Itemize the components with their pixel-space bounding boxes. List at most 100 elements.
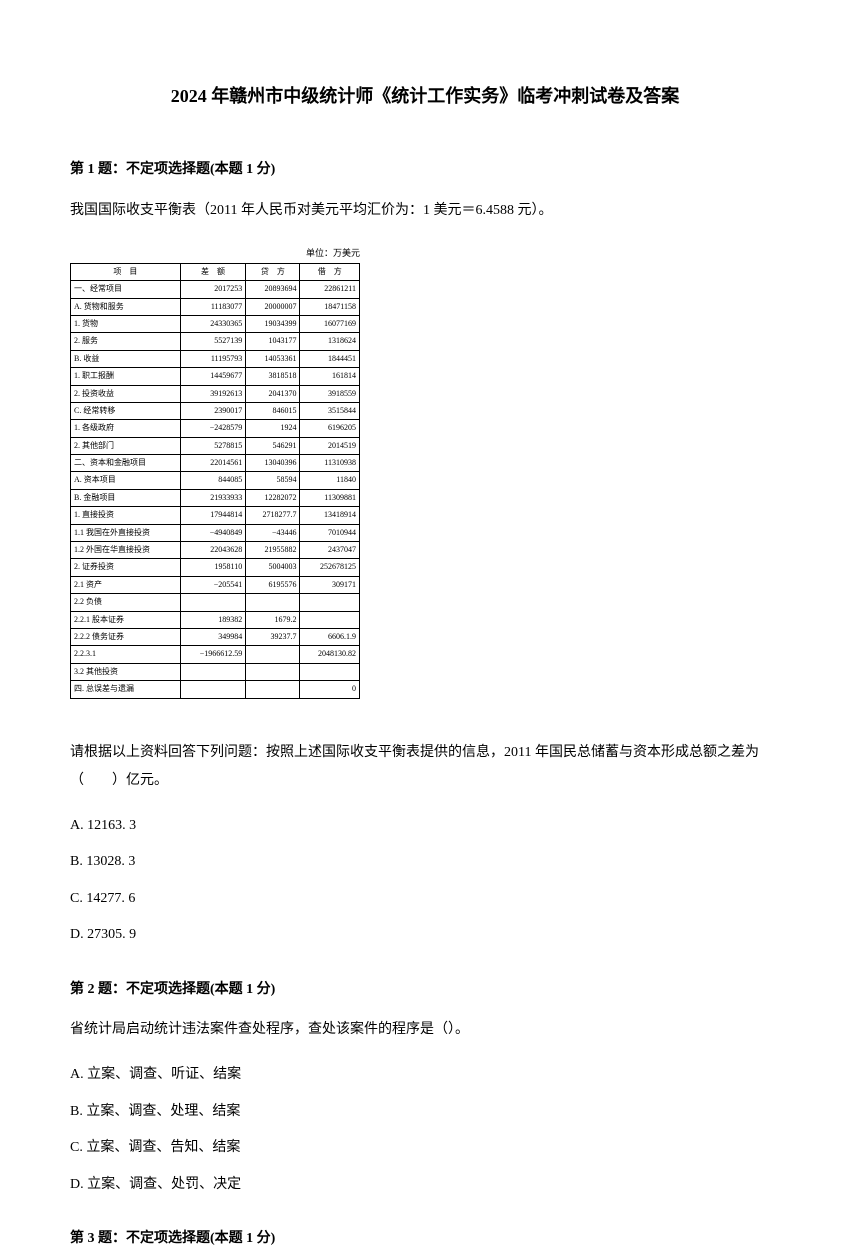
table-cell: 1844451 [300,350,360,367]
table-cell: B. 金融项目 [71,489,181,506]
table-row: 1.1 我国在外直接投资−4940849−434467010944 [71,524,360,541]
q2-header: 第 2 题：不定项选择题(本题 1 分) [70,977,780,1002]
table-row: B. 收益11195793140533611844451 [71,350,360,367]
table-cell: 1958110 [180,559,245,576]
q1-intro: 我国国际收支平衡表（2011 年人民币对美元平均汇价为：1 美元＝6.4588 … [70,197,780,225]
table-cell: B. 收益 [71,350,181,367]
table-cell: 349984 [180,628,245,645]
th-diff: 差 额 [180,263,245,280]
table-cell: 21955882 [246,542,300,559]
table-cell: 1.2 外国在华直接投资 [71,542,181,559]
table-row: 3.2 其他投资 [71,663,360,680]
q2-option-d: D. 立案、调查、处罚、决定 [70,1172,780,1199]
table-cell: 2.1 资产 [71,576,181,593]
table-cell: 四. 总误差与遗漏 [71,681,181,698]
table-cell: 6195576 [246,576,300,593]
table-cell: 2. 服务 [71,333,181,350]
table-cell: 22861211 [300,281,360,298]
table-row: 1. 货物243303651903439916077169 [71,315,360,332]
table-cell: 11840 [300,472,360,489]
table-cell: 3818518 [246,368,300,385]
table-cell: 39192613 [180,385,245,402]
table-cell: 2718277.7 [246,507,300,524]
table-cell: 3918559 [300,385,360,402]
table-cell: −1966612.59 [180,646,245,663]
table-row: A. 货物和服务111830772000000718471158 [71,298,360,315]
q2-text: 省统计局启动统计违法案件查处程序，查处该案件的程序是（）。 [70,1016,780,1044]
table-cell [300,663,360,680]
table-cell: −43446 [246,524,300,541]
q3-header: 第 3 题：不定项选择题(本题 1 分) [70,1226,780,1251]
table-cell: 161814 [300,368,360,385]
table-row: C. 经常转移23900178460153515844 [71,402,360,419]
table-unit: 单位：万美元 [70,245,360,261]
table-cell: 22043628 [180,542,245,559]
table-row: 1.2 外国在华直接投资22043628219558822437047 [71,542,360,559]
table-cell: 2. 其他部门 [71,437,181,454]
table-cell [246,663,300,680]
table-cell: 7010944 [300,524,360,541]
table-cell: 2041370 [246,385,300,402]
table-cell: 2017253 [180,281,245,298]
table-cell: 546291 [246,437,300,454]
table-row: 2.1 资产−2055416195576309171 [71,576,360,593]
q1-option-d: D. 27305. 9 [70,922,780,949]
table-cell: 39237.7 [246,628,300,645]
table-cell: 3.2 其他投资 [71,663,181,680]
table-cell: 5004003 [246,559,300,576]
table-cell: 2014519 [300,437,360,454]
table-cell: 二、资本和金融项目 [71,455,181,472]
table-cell: 20893694 [246,281,300,298]
q1-option-a: A. 12163. 3 [70,813,780,840]
table-row: A. 资本项目8440855859411840 [71,472,360,489]
table-cell: 1. 各级政府 [71,420,181,437]
table-cell: 13418914 [300,507,360,524]
table-cell: 6196205 [300,420,360,437]
table-cell: 12282072 [246,489,300,506]
table-cell [246,594,300,611]
table-cell: −2428579 [180,420,245,437]
table-cell: −4940849 [180,524,245,541]
table-cell: 189382 [180,611,245,628]
table-cell: A. 资本项目 [71,472,181,489]
table-cell: 14053361 [246,350,300,367]
table-cell: 1924 [246,420,300,437]
table-cell: 844085 [180,472,245,489]
table-cell: 2. 证券投资 [71,559,181,576]
table-cell: 17944814 [180,507,245,524]
table-cell: 2437047 [300,542,360,559]
table-cell: 6606.1.9 [300,628,360,645]
table-row: 一、经常项目20172532089369422861211 [71,281,360,298]
table-cell: 1043177 [246,333,300,350]
table-cell: 5278815 [180,437,245,454]
table-cell: −205541 [180,576,245,593]
table-cell: 2.2 负债 [71,594,181,611]
q1-option-b: B. 13028. 3 [70,849,780,876]
table-cell: 2.2.1 股本证券 [71,611,181,628]
table-row: 1. 职工报酬144596773818518161814 [71,368,360,385]
table-row: B. 金融项目219339331228207211309881 [71,489,360,506]
page-title: 2024 年赣州市中级统计师《统计工作实务》临考冲刺试卷及答案 [70,80,780,112]
table-row: 2. 服务552713910431771318624 [71,333,360,350]
table-row: 2.2.2 债务证券34998439237.76606.1.9 [71,628,360,645]
table-cell [300,594,360,611]
table-cell: 一、经常项目 [71,281,181,298]
table-cell: 19034399 [246,315,300,332]
table-cell: 24330365 [180,315,245,332]
table-row: 2. 投资收益3919261320413703918559 [71,385,360,402]
q1-table-container: 单位：万美元 项 目 差 额 贷 方 借 方 一、经常项目20172532089… [70,245,780,699]
table-cell: 11309881 [300,489,360,506]
table-row: 2. 证券投资19581105004003252678125 [71,559,360,576]
th-item: 项 目 [71,263,181,280]
balance-table: 项 目 差 额 贷 方 借 方 一、经常项目201725320893694228… [70,263,360,699]
table-cell [180,663,245,680]
table-cell: C. 经常转移 [71,402,181,419]
table-cell: 2390017 [180,402,245,419]
table-cell: 252678125 [300,559,360,576]
table-row: 2. 其他部门52788155462912014519 [71,437,360,454]
table-row: 1. 直接投资179448142718277.713418914 [71,507,360,524]
q1-followup: 请根据以上资料回答下列问题：按照上述国际收支平衡表提供的信息，2011 年国民总… [70,739,780,795]
q2-option-a: A. 立案、调查、听证、结案 [70,1062,780,1089]
table-cell: 1. 直接投资 [71,507,181,524]
table-cell: 309171 [300,576,360,593]
